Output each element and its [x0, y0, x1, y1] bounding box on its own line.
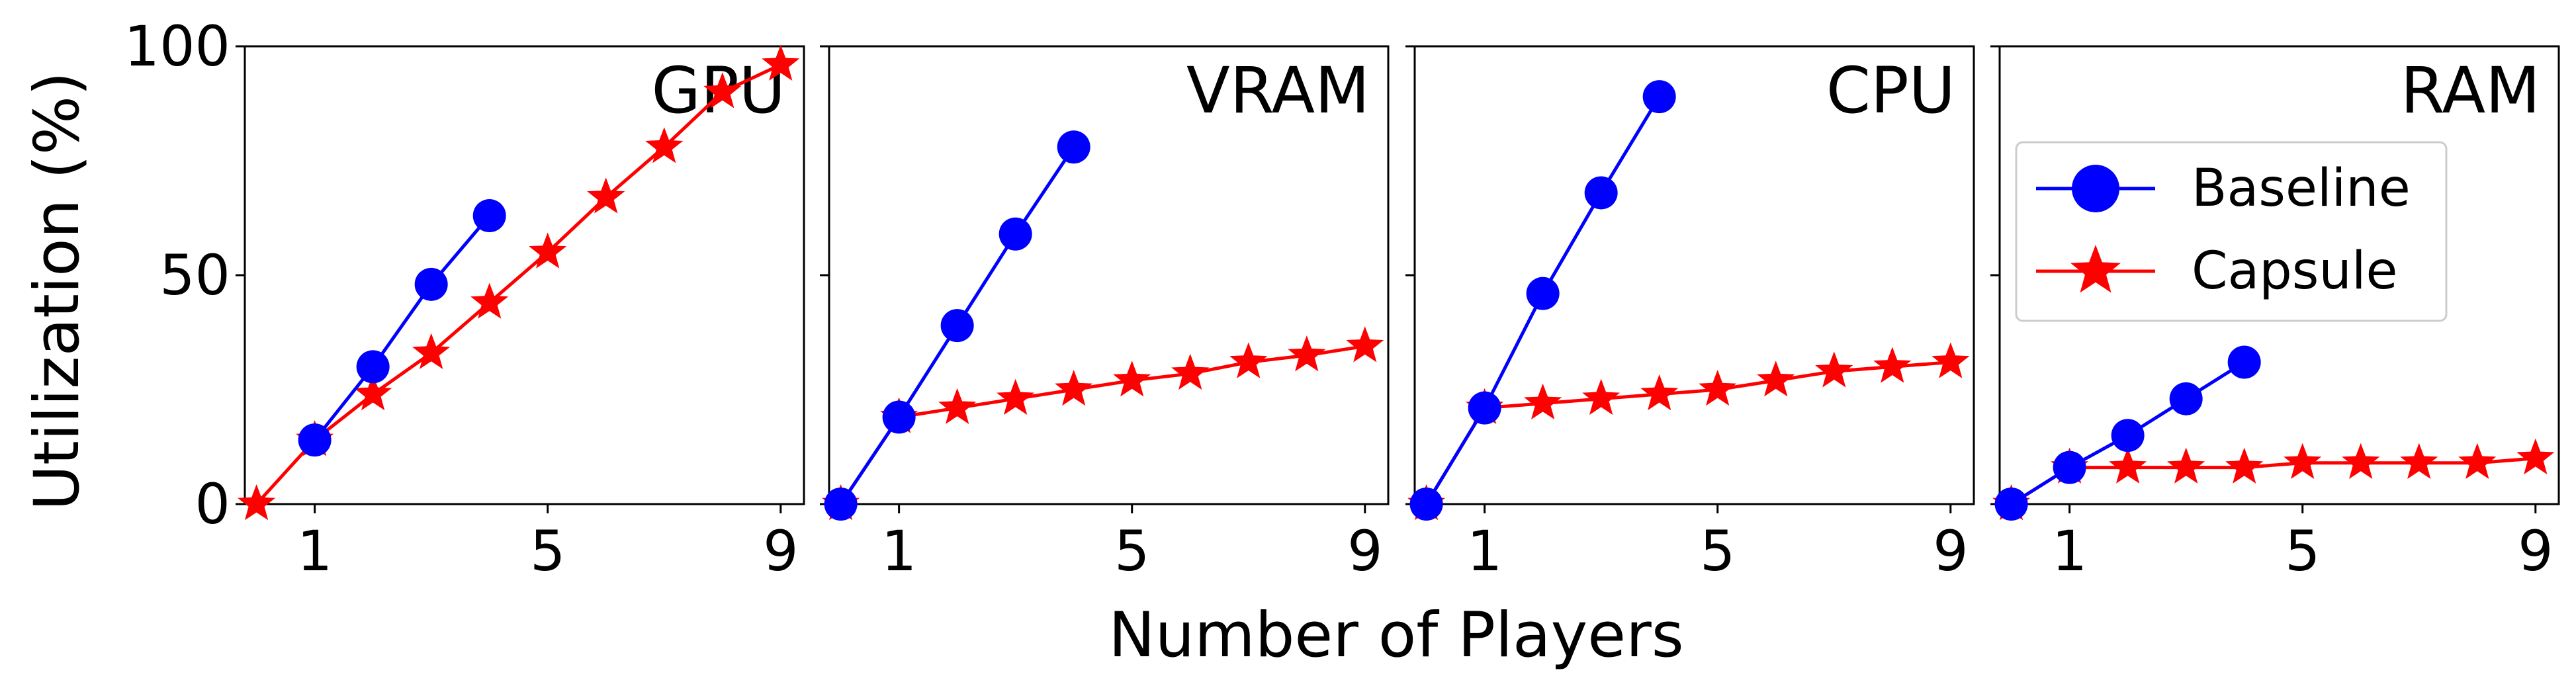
- data-point-capsule: [470, 282, 509, 319]
- data-point-baseline: [824, 488, 858, 521]
- data-point-capsule: [2225, 447, 2264, 484]
- data-point-capsule: [1582, 378, 1621, 415]
- data-point-capsule: [1229, 342, 1268, 378]
- legend-label: Baseline: [2192, 159, 2411, 218]
- data-point-capsule: [2400, 443, 2438, 479]
- x-tick-label: 5: [530, 519, 565, 583]
- panels: 050100159GPU159VRAM159CPU159RAM: [124, 14, 2560, 583]
- data-point-capsule: [997, 378, 1035, 415]
- data-point-capsule: [354, 374, 392, 411]
- data-point-capsule: [1932, 342, 1970, 378]
- data-point-baseline: [356, 350, 390, 384]
- x-tick-label: 1: [881, 519, 916, 583]
- legend: Baseline Capsule: [2015, 141, 2448, 322]
- data-point-capsule: [2284, 443, 2322, 479]
- data-point-baseline: [999, 217, 1032, 251]
- x-tick-label: 5: [2285, 519, 2320, 583]
- data-point-baseline: [2227, 345, 2261, 379]
- data-point-baseline: [2053, 451, 2086, 484]
- series-baseline: [824, 130, 1090, 521]
- data-point-baseline: [1468, 391, 1501, 425]
- data-point-capsule: [645, 127, 684, 163]
- panel-title: VRAM: [1186, 54, 1370, 128]
- x-tick-label: 1: [297, 519, 332, 583]
- data-point-capsule: [1873, 347, 1912, 383]
- data-point-baseline: [1994, 488, 2028, 521]
- y-tick-label: 50: [159, 243, 230, 308]
- data-point-capsule: [529, 232, 567, 269]
- panel-vram: 1 5 9 VRAM: [820, 45, 1390, 583]
- series-line-capsule: [1425, 361, 1951, 505]
- series-capsule: [1407, 342, 1970, 521]
- data-point-capsule: [1346, 326, 1384, 363]
- x-tick-label: 9: [2518, 519, 2553, 583]
- legend-label: Capsule: [2192, 241, 2398, 301]
- y-tick-label: 100: [124, 14, 230, 79]
- y-axis-title: Utilization (%): [21, 71, 93, 511]
- data-point-capsule: [238, 484, 276, 521]
- series-baseline: [1409, 80, 1676, 521]
- data-point-capsule: [412, 333, 451, 369]
- data-point-baseline: [472, 199, 506, 233]
- x-tick-label: 5: [1114, 519, 1149, 583]
- data-point-capsule: [1288, 335, 1326, 372]
- legend-circle-marker: [2072, 165, 2119, 212]
- data-point-capsule: [2342, 443, 2380, 479]
- data-point-baseline: [414, 267, 448, 301]
- data-point-capsule: [1815, 351, 1853, 388]
- data-point-capsule: [2458, 443, 2497, 479]
- data-point-capsule: [2109, 447, 2147, 484]
- data-point-capsule: [1113, 361, 1151, 397]
- data-point-baseline: [1642, 80, 1676, 114]
- data-point-baseline: [882, 400, 916, 434]
- data-point-capsule: [1757, 361, 1795, 397]
- data-point-baseline: [2169, 382, 2203, 415]
- data-point-capsule: [938, 388, 977, 424]
- data-point-capsule: [1171, 353, 1210, 390]
- panel-cpu: 1 5 9 CPU: [1405, 45, 1975, 583]
- data-point-baseline: [1057, 130, 1090, 164]
- x-axis-title: Number of Players: [1108, 599, 1683, 671]
- series-baseline: [298, 199, 506, 457]
- data-point-capsule: [1055, 370, 1093, 406]
- data-point-baseline: [1409, 488, 1443, 521]
- x-tick-label: 9: [1347, 519, 1382, 583]
- series-line-capsule: [255, 63, 781, 505]
- data-point-baseline: [2111, 419, 2145, 452]
- series-line-capsule: [839, 344, 1366, 505]
- x-tick-label: 5: [1700, 519, 1735, 583]
- legend-entry-capsule: Capsule: [2036, 241, 2398, 301]
- x-tick-label: 1: [1467, 519, 1502, 583]
- y-tick-label: 0: [195, 472, 230, 537]
- data-point-baseline: [298, 423, 332, 457]
- panel-gpu: 050100159GPU: [124, 14, 805, 583]
- data-point-capsule: [1699, 370, 1737, 406]
- panel-ram: 1 5 9 RAM: [1990, 45, 2560, 583]
- series-capsule: [238, 44, 800, 521]
- legend-entry-baseline: Baseline: [2036, 159, 2411, 218]
- x-tick-label: 1: [2052, 519, 2087, 583]
- data-point-capsule: [2516, 438, 2555, 475]
- data-point-capsule: [587, 177, 625, 214]
- data-point-baseline: [940, 309, 974, 343]
- data-point-capsule: [2167, 447, 2205, 484]
- legend-star-marker: [2070, 245, 2121, 293]
- series-line-capsule: [2010, 456, 2536, 506]
- series-baseline: [1994, 345, 2261, 521]
- series-line-baseline: [313, 214, 491, 441]
- panel-title: CPU: [1826, 54, 1955, 128]
- data-point-capsule: [1524, 383, 1562, 419]
- panel-title: RAM: [2401, 54, 2540, 128]
- data-point-baseline: [1526, 277, 1560, 310]
- data-point-capsule: [703, 72, 742, 108]
- data-point-capsule: [1640, 374, 1679, 411]
- data-point-baseline: [1584, 176, 1618, 210]
- data-point-capsule: [762, 44, 800, 81]
- x-tick-label: 9: [763, 519, 798, 583]
- x-tick-label: 9: [1933, 519, 1968, 583]
